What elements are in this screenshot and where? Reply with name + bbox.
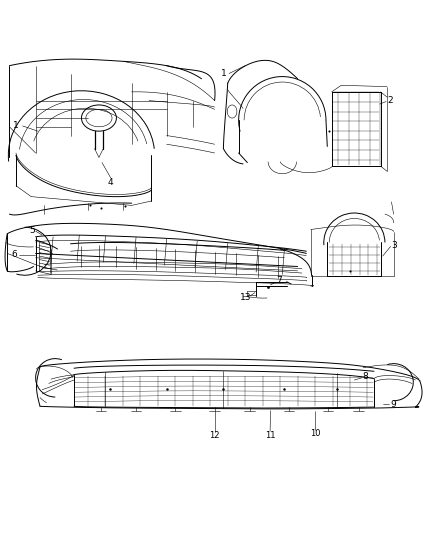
Text: 8: 8 — [362, 372, 368, 381]
Text: 11: 11 — [265, 431, 276, 440]
Text: 1: 1 — [13, 122, 19, 131]
Text: 13: 13 — [240, 293, 252, 302]
Text: 12: 12 — [209, 431, 220, 440]
Text: 5: 5 — [29, 226, 35, 235]
Text: 1: 1 — [221, 69, 227, 78]
Text: 4: 4 — [108, 177, 113, 187]
Text: 10: 10 — [310, 429, 320, 438]
Text: 3: 3 — [392, 241, 397, 250]
Text: 2: 2 — [388, 96, 393, 105]
Text: 7: 7 — [276, 276, 282, 285]
Text: 9: 9 — [391, 400, 396, 409]
Text: 6: 6 — [12, 250, 18, 259]
